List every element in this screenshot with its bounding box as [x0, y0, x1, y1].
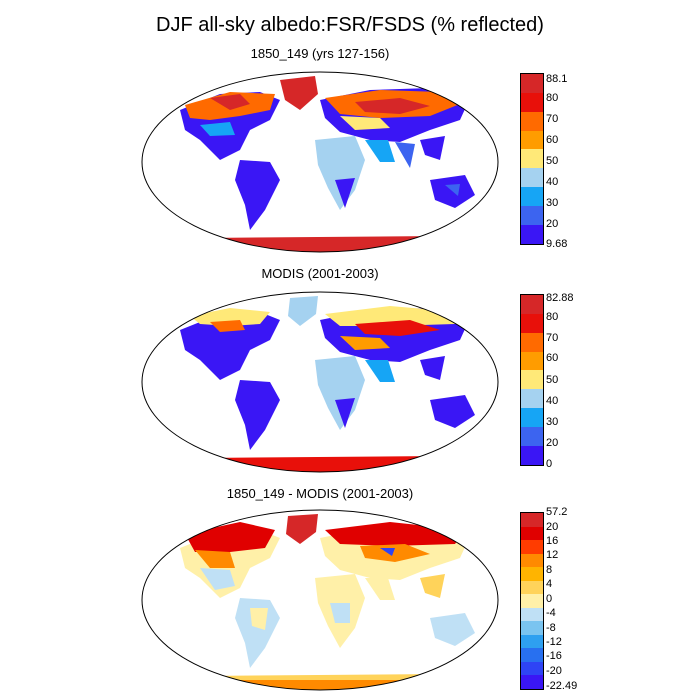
panel-3-cb-label: 20: [546, 521, 559, 533]
panel-3-cb-label: 8: [546, 564, 553, 576]
panel-3-cb-label: -20: [546, 665, 562, 677]
panel-1-landmass: [170, 76, 475, 252]
panel-1-cb-label: 40: [546, 176, 559, 188]
panel-3-cb-label: 12: [546, 549, 559, 561]
panel-3-cb-label: 57.2: [546, 506, 568, 518]
panel-2-cb-label: 82.88: [546, 292, 574, 304]
panel-1-colorbar: [520, 73, 544, 245]
panel-1-cb-label: 60: [546, 134, 559, 146]
panel-2-cb-label: 50: [546, 374, 559, 386]
panel-3-map: [141, 509, 499, 691]
panel-2-cb-label: 0: [546, 458, 553, 470]
panel-1-cb-label: 9.68: [546, 238, 568, 250]
panel-3-cb-label: 0: [546, 593, 553, 605]
panel-1-map: [141, 71, 499, 253]
panel-2-map: [141, 291, 499, 473]
panel-2-cb-label: 20: [546, 437, 559, 449]
panel-2-title: MODIS (2001-2003): [261, 266, 379, 281]
panel-1-cb-label: 88.1: [546, 73, 568, 85]
panel-3-cb-label: -8: [546, 622, 556, 634]
panel-3-title: 1850_149 - MODIS (2001-2003): [226, 486, 414, 501]
panel-3-colorbar: [520, 512, 544, 690]
panel-2-cb-label: 70: [546, 332, 559, 344]
panel-3-cb-label: -22.49: [546, 680, 578, 692]
panel-2-cb-label: 40: [546, 395, 559, 407]
panel-3-cb-label: 16: [546, 535, 559, 547]
figure-title: DJF all-sky albedo:FSR/FSDS (% reflected…: [156, 14, 544, 36]
panel-3-cb-label: -12: [546, 636, 562, 648]
panel-1-title: 1850_149 (yrs 127-156): [250, 46, 390, 61]
panel-1-cb-label: 50: [546, 155, 559, 167]
panel-3-landmass: [170, 514, 475, 690]
panel-3-cb-label: -4: [546, 607, 556, 619]
panel-2-cb-label: 80: [546, 311, 559, 323]
panel-1-cb-label: 70: [546, 113, 559, 125]
panel-3-cb-label: -16: [546, 650, 562, 662]
panel-2-cb-label: 30: [546, 416, 559, 428]
panel-2-cb-label: 60: [546, 352, 559, 364]
panel-3-cb-label: 4: [546, 578, 553, 590]
panel-1-cb-label: 30: [546, 197, 559, 209]
panel-2-landmass: [170, 296, 475, 472]
panel-2-colorbar: [520, 294, 544, 466]
panel-1-cb-label: 20: [546, 218, 559, 230]
panel-1-cb-label: 80: [546, 92, 559, 104]
